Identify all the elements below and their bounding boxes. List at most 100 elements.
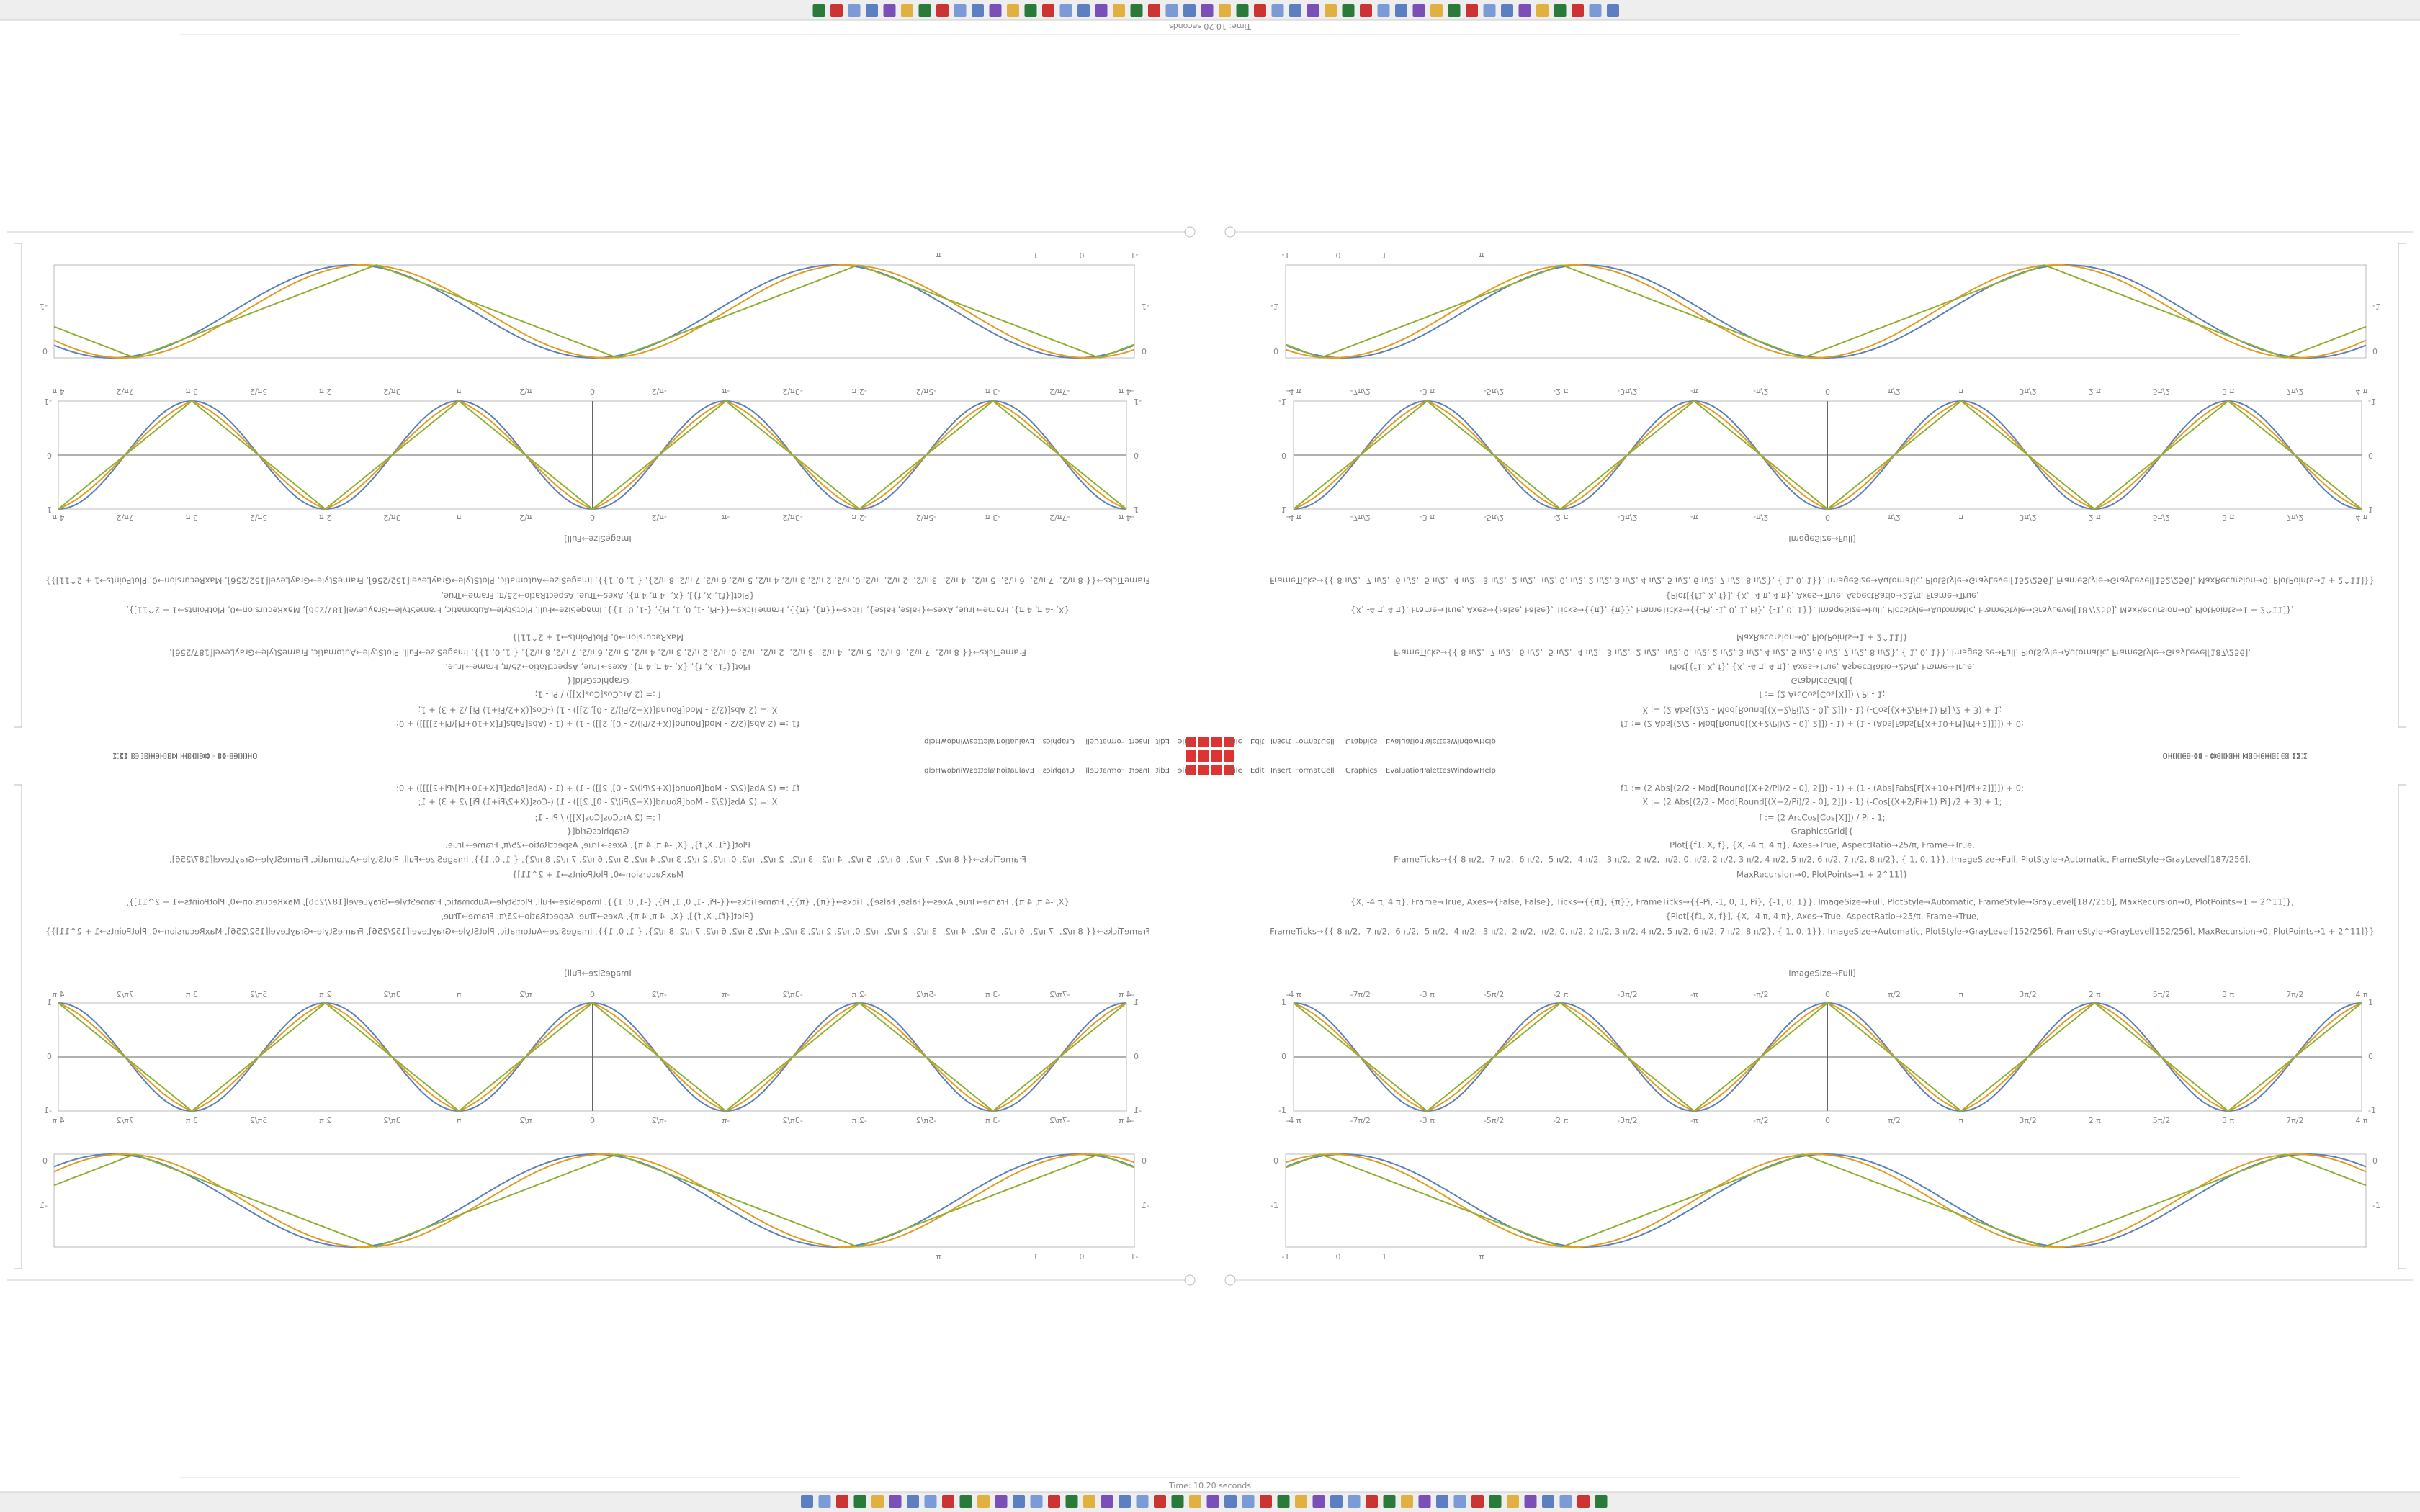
taskbar-icon: [1325, 4, 1337, 17]
x-tick-label: 2 π: [319, 387, 331, 396]
taskbar-icon: [1083, 1495, 1095, 1508]
taskbar-icon: [1542, 1495, 1554, 1508]
close-icon[interactable]: [1198, 737, 1209, 747]
y-tick-label: 0: [42, 1156, 48, 1166]
code-line: FrameTicks→{{-8 π/2, -7 π/2, -6 π/2, -5 …: [1394, 855, 2251, 865]
close-icon[interactable]: [1224, 737, 1234, 747]
y-tick-label: 1: [1134, 998, 1139, 1007]
x-tick-label: 0: [1825, 513, 1830, 522]
menu-item: Help: [1479, 767, 1496, 775]
plot-curve: [1285, 264, 2367, 359]
notebook-view: Untitled-98 - Wolfram Mathematica 12.1 F…: [7, 226, 1209, 760]
code-line: f := (2 ArcCos[Cos[X]]) / Pi - 1;: [534, 690, 660, 700]
x-tick-label: 4 π: [2355, 387, 2367, 396]
code-line: FrameTicks→{{-8 π/2, -7 π/2, -6 π/2, -5 …: [169, 648, 1026, 658]
x-tick-label: π: [456, 387, 461, 396]
menu-item: Window: [941, 737, 969, 745]
taskbar-icon: [1219, 4, 1231, 17]
taskbar-icon: [1148, 4, 1160, 17]
taskbar-icon: [1471, 1495, 1484, 1508]
x-tick-label: -4 π: [1286, 990, 1301, 999]
x-tick-label: -5π/2: [1484, 990, 1504, 999]
close-icon[interactable]: [1198, 765, 1209, 775]
menu-item: Insert: [1270, 767, 1291, 775]
x-tick-label: 7π/2: [2286, 513, 2303, 522]
x-tick-label: -4 π: [1119, 1116, 1134, 1125]
x-tick-label: π/2: [519, 990, 532, 999]
close-icon[interactable]: [1224, 765, 1234, 775]
taskbar-icon: [1171, 1495, 1184, 1508]
close-icon[interactable]: [1198, 750, 1209, 760]
close-icon[interactable]: [1186, 737, 1196, 747]
x-tick-label: -2 π: [1553, 387, 1568, 396]
code-line: ImageSize→Full]: [564, 534, 631, 544]
y-tick-label: 0: [2372, 1156, 2378, 1166]
x-tick-label: -4 π: [1119, 513, 1134, 522]
menu-item: Insert: [1270, 737, 1291, 745]
close-icon[interactable]: [1211, 765, 1222, 775]
close-icon[interactable]: [1186, 750, 1196, 760]
close-icon[interactable]: [1211, 737, 1222, 747]
y-tick-label: 0: [1273, 1156, 1278, 1166]
plot-curve: [53, 1153, 1135, 1248]
taskbar-icon: [1524, 1495, 1537, 1508]
x-tick-label: -2 π: [851, 513, 866, 522]
taskbar-icon: [1119, 1495, 1131, 1508]
close-icon[interactable]: [1186, 765, 1196, 775]
taskbar-icon: [1295, 1495, 1307, 1508]
taskbar-icon: [1242, 1495, 1255, 1508]
x-tick-label: 2 π: [2089, 1116, 2101, 1125]
cell-insert[interactable]: [1224, 1274, 1236, 1286]
x-tick-label: 5π/2: [250, 990, 267, 999]
y-tick-label: 0: [1142, 1156, 1147, 1166]
menu-item: Graphics: [1345, 767, 1377, 775]
x-tick-label: -7π/2: [1350, 513, 1371, 522]
x-tick-label: -2 π: [1553, 1116, 1568, 1125]
x-tick-label: -π/2: [652, 513, 667, 522]
taskbar-icon: [801, 1495, 813, 1508]
cell-insert[interactable]: [1184, 1274, 1196, 1286]
taskbar-icon: [1136, 1495, 1149, 1508]
y-tick-label: -1: [2368, 397, 2376, 406]
window-title: Untitled-98 - Wolfram Mathematica 12.1: [112, 753, 258, 761]
cell-insert[interactable]: [1184, 226, 1196, 238]
menu-item: Graphics: [1345, 737, 1377, 745]
taskbar-icon: [1536, 4, 1549, 17]
cell-insert[interactable]: [1224, 226, 1236, 238]
taskbar-icon: [1154, 1495, 1166, 1508]
plot-frame: [1285, 264, 2367, 359]
taskbar-icon: [1224, 1495, 1237, 1508]
menu-item: Cell: [1085, 737, 1099, 745]
code-line: f := (2 ArcCos[Cos[X]]) / Pi - 1;: [1759, 813, 1885, 823]
x-tick-label: 3π/2: [2019, 513, 2036, 522]
close-icon[interactable]: [1211, 750, 1222, 760]
x-tick-label: -4 π: [1286, 513, 1301, 522]
y-tick-label: -1: [1142, 302, 1150, 311]
menu-item: Edit: [1250, 767, 1264, 775]
taskbar-icon: [818, 1495, 831, 1508]
x-tick-label: 3π/2: [2019, 990, 2036, 999]
x-tick-label: -3 π: [1420, 1116, 1435, 1125]
taskbar-icon: [1401, 1495, 1413, 1508]
taskbar-icon: [1489, 1495, 1502, 1508]
menu-item: Help: [924, 737, 941, 745]
x-tick-label: π: [1959, 990, 1964, 999]
x-tick-label: 1: [1034, 1252, 1039, 1261]
menu-item: File: [1178, 737, 1190, 745]
x-tick-label: 5π/2: [2153, 990, 2170, 999]
menu-item: Format: [1295, 737, 1320, 745]
status-text: Time: 10.20 seconds: [1168, 1481, 1251, 1490]
code-line: FrameTicks→{{-8 π/2, -7 π/2, -6 π/2, -5 …: [45, 576, 1150, 586]
taskbar-icon: [1595, 1495, 1608, 1508]
x-tick-label: -3π/2: [1617, 990, 1637, 999]
x-tick-label: -7π/2: [1350, 990, 1371, 999]
taskbar-icon: [907, 1495, 919, 1508]
x-tick-label: 2 π: [319, 513, 331, 522]
close-icon[interactable]: [1224, 750, 1234, 760]
menu-item: Evaluation: [996, 737, 1034, 745]
code-line: f1 := (2 Abs[(2/2 - Mod[Round[(X+2/Pi)/2…: [396, 719, 799, 729]
taskbar-icon: [1330, 1495, 1343, 1508]
taskbar-icon: [1024, 4, 1037, 17]
menu-item: Edit: [1156, 737, 1170, 745]
